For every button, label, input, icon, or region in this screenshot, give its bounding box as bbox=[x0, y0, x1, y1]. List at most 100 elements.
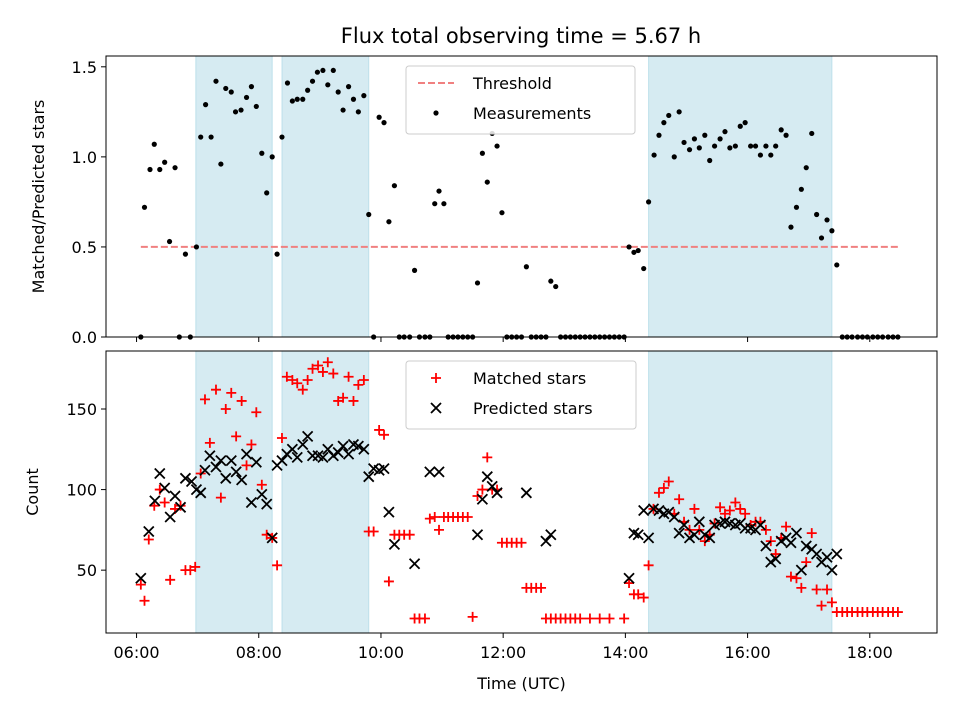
matched-stars-point bbox=[816, 600, 827, 611]
matched-stars-point bbox=[246, 439, 257, 450]
measurement-point bbox=[788, 224, 794, 230]
measurement-point bbox=[208, 134, 214, 140]
x-tick-label: 18:00 bbox=[847, 643, 893, 662]
measurement-point bbox=[223, 85, 229, 92]
measurement-point bbox=[824, 217, 830, 223]
predicted-stars-point bbox=[775, 535, 787, 547]
measurement-point bbox=[752, 143, 759, 149]
predicted-stars-point bbox=[826, 564, 838, 576]
matched-stars-point bbox=[658, 482, 669, 493]
matched-stars-point bbox=[143, 534, 154, 545]
predicted-stars-point bbox=[699, 529, 711, 541]
matched-stars-point bbox=[292, 378, 303, 389]
predicted-stars-point bbox=[164, 511, 176, 523]
measurement-point bbox=[355, 109, 361, 115]
legend-box bbox=[405, 360, 637, 430]
observing-window-shade bbox=[281, 350, 370, 634]
measurement-point bbox=[335, 89, 341, 95]
measurement-point bbox=[553, 283, 559, 290]
observing-window-shade bbox=[195, 55, 273, 338]
measurement-point bbox=[748, 143, 754, 149]
predicted-stars-point bbox=[704, 532, 716, 544]
measurement-point bbox=[666, 112, 672, 119]
matched-stars-point bbox=[353, 379, 364, 390]
measurement-point bbox=[366, 211, 372, 218]
predicted-stars-point bbox=[424, 466, 436, 478]
panel-ratio: 0.0 0.5 1.0 1.5 Matched/Predicted stars Thres… bbox=[29, 55, 938, 347]
legend-label: Threshold bbox=[472, 74, 552, 93]
predicted-stars-point bbox=[337, 440, 349, 452]
measurement-point bbox=[783, 132, 789, 138]
legend: Threshold Measurements bbox=[405, 65, 636, 135]
measurement-point bbox=[198, 134, 204, 140]
matched-stars-point bbox=[226, 387, 237, 398]
predicted-stars-point bbox=[154, 467, 166, 480]
predicted-stars-point bbox=[286, 443, 299, 455]
measurement-point bbox=[809, 130, 815, 137]
predicted-stars-point bbox=[770, 553, 782, 565]
matched-stars-point bbox=[322, 357, 333, 368]
predicted-stars-point bbox=[760, 540, 772, 552]
matched-stars-point bbox=[811, 584, 822, 595]
matched-stars-point bbox=[210, 384, 221, 395]
legend-label: Measurements bbox=[473, 104, 591, 123]
predicted-stars-point bbox=[169, 490, 181, 502]
measurement-point bbox=[474, 280, 481, 286]
legend: Matched stars Predicted stars bbox=[405, 360, 637, 430]
matched-stars-point bbox=[348, 395, 359, 406]
matched-stars-point bbox=[624, 578, 635, 589]
matched-stars-point bbox=[175, 500, 186, 511]
predicted-stars-point bbox=[678, 519, 690, 531]
measurement-point bbox=[248, 84, 255, 90]
measurement-point bbox=[391, 183, 398, 189]
measurement-point bbox=[717, 136, 723, 142]
measurement-point bbox=[259, 150, 265, 156]
matched-stars-point bbox=[429, 511, 440, 522]
matched-stars-point bbox=[516, 537, 527, 548]
matched-stars-point bbox=[358, 375, 369, 386]
predicted-stars-point bbox=[291, 451, 303, 463]
matched-stars-point bbox=[536, 582, 547, 593]
measurement-point bbox=[432, 201, 438, 207]
predicted-stars-point bbox=[266, 532, 278, 544]
matched-stars-point bbox=[584, 613, 595, 624]
matched-stars-point bbox=[785, 571, 796, 582]
predicted-stars-point bbox=[135, 572, 147, 584]
predicted-stars-point bbox=[302, 430, 314, 443]
measurement-point bbox=[523, 264, 529, 270]
predicted-stars-point bbox=[236, 474, 248, 486]
predicted-stars-point bbox=[642, 532, 655, 544]
predicted-stars-point bbox=[545, 529, 557, 541]
predicted-stars-point bbox=[673, 527, 685, 539]
matched-stars-point bbox=[467, 611, 478, 622]
measurement-point bbox=[193, 244, 200, 250]
matched-stars-point bbox=[715, 502, 726, 513]
measurement-point bbox=[641, 265, 647, 272]
predicted-stars-point bbox=[358, 443, 370, 455]
matched-stars-point bbox=[653, 487, 664, 498]
y-tick-label: 50 bbox=[77, 561, 97, 580]
matched-stars-point bbox=[735, 503, 746, 514]
measurement-point bbox=[742, 120, 748, 126]
predicted-stars-point bbox=[683, 532, 696, 544]
matched-stars-point bbox=[368, 526, 379, 537]
measurement-point bbox=[763, 143, 769, 149]
predicted-stars-point bbox=[433, 466, 445, 478]
predicted-stars-point bbox=[342, 448, 355, 460]
predicted-stars-point bbox=[230, 466, 242, 478]
predicted-stars-point bbox=[317, 451, 329, 463]
matched-stars-point bbox=[724, 505, 735, 516]
predicted-stars-point bbox=[179, 472, 192, 484]
measurement-point bbox=[671, 154, 677, 160]
measurement-point bbox=[635, 247, 641, 254]
measurement-point bbox=[732, 143, 738, 149]
y-tick-label: 150 bbox=[66, 400, 97, 419]
matched-stars-point bbox=[822, 584, 833, 595]
predicted-stars-point bbox=[491, 487, 503, 499]
predicted-stars-point bbox=[276, 454, 288, 467]
legend-matched-swatch bbox=[431, 373, 441, 383]
predicted-stars-point bbox=[240, 448, 253, 460]
predicted-stars-point bbox=[765, 556, 777, 568]
measurement-point bbox=[305, 87, 311, 93]
x-tick-label: 12:00 bbox=[480, 643, 526, 662]
